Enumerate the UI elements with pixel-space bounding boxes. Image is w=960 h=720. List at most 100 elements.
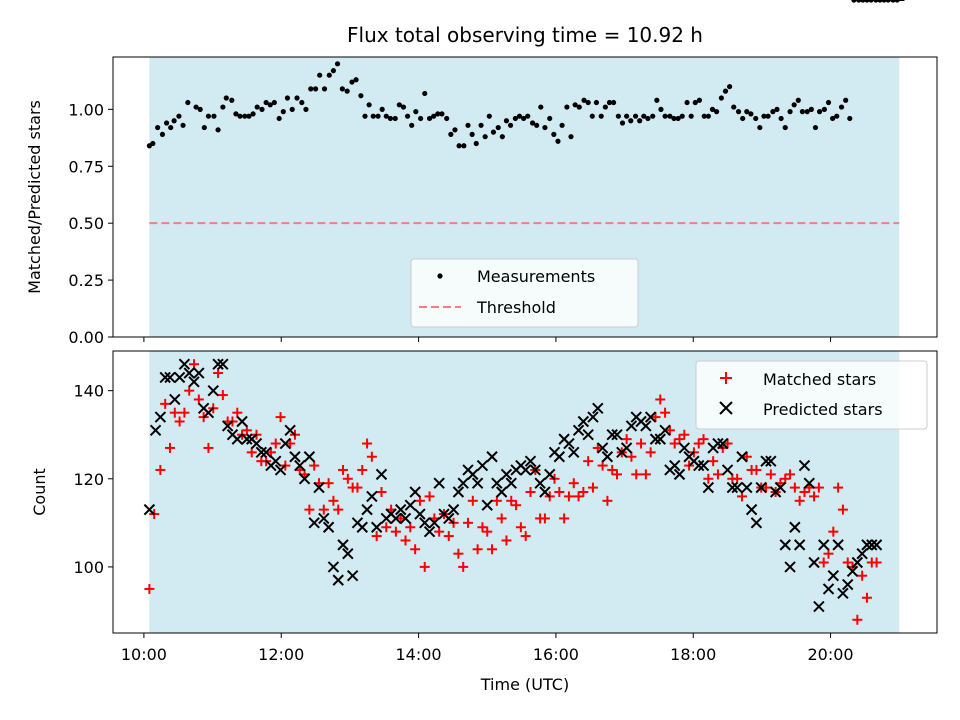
measurement-point <box>250 111 256 117</box>
measurement-point <box>615 113 621 119</box>
measurement-point <box>205 113 212 119</box>
measurement-point <box>211 113 217 119</box>
measurement-point <box>585 99 591 106</box>
predicted-star-point <box>390 512 402 525</box>
matched-star-point <box>563 491 574 502</box>
matched-star-point <box>189 359 200 370</box>
measurement-point <box>542 124 548 131</box>
matched-star-point <box>342 473 353 484</box>
matched-star-point <box>789 482 800 493</box>
measurement-point <box>753 115 759 122</box>
top-legend[interactable]: Measurements Threshold <box>410 258 639 328</box>
predicted-star-point <box>832 539 844 551</box>
matched-star-point <box>741 451 752 462</box>
matched-star-point <box>318 504 329 515</box>
top-y-ticks: 0.00 0.25 0.50 0.75 1.00 <box>68 100 113 347</box>
predicted-star-point <box>524 455 537 467</box>
predicted-star-point <box>452 486 465 498</box>
matched-star-point <box>607 464 618 475</box>
measurement-point <box>770 109 776 115</box>
measurement-point <box>242 113 248 119</box>
matched-star-point <box>554 487 565 497</box>
measurement-point <box>168 124 174 131</box>
measurement-point <box>486 113 492 119</box>
measurement-point <box>628 118 634 124</box>
matched-star-point <box>799 487 810 497</box>
matched-star-point <box>203 442 214 453</box>
measurement-point <box>641 113 647 119</box>
matched-star-point <box>736 491 747 502</box>
predicted-star-point <box>375 468 388 481</box>
matched-star-point <box>232 407 243 418</box>
measurement-point <box>259 106 265 112</box>
predicted-star-point <box>193 367 205 379</box>
matched-star-point <box>487 544 498 555</box>
matched-star-point <box>467 495 478 506</box>
matched-star-point <box>511 500 522 511</box>
matched-star-point <box>732 473 743 484</box>
predicted-star-point <box>693 459 705 472</box>
measurement-point <box>171 118 177 124</box>
top-y-tick-label: 0.75 <box>68 157 104 176</box>
matched-star-point <box>443 531 454 542</box>
matched-star-point <box>785 469 796 480</box>
predicted-star-point <box>308 517 320 529</box>
measurement-point <box>267 102 273 108</box>
predicted-star-point <box>294 459 306 472</box>
matched-star-point <box>241 425 252 436</box>
matched-star-point <box>818 557 829 568</box>
measurement-point <box>658 106 664 112</box>
measurement-point <box>413 109 419 115</box>
matched-star-point <box>501 535 512 546</box>
bottom-legend[interactable]: Matched stars Predicted stars <box>695 360 928 430</box>
predicted-star-point <box>721 464 734 476</box>
measurement-point <box>632 113 639 119</box>
matched-star-point <box>539 513 550 524</box>
predicted-star-point <box>606 429 618 441</box>
matched-star-point <box>400 535 411 546</box>
measurement-point <box>396 102 402 108</box>
matched-star-point <box>650 412 661 423</box>
predicted-star-point <box>342 547 354 560</box>
predicted-star-point <box>169 393 181 406</box>
predicted-star-point <box>241 433 253 445</box>
predicted-star-point <box>476 459 489 472</box>
matched-star-point <box>381 522 392 533</box>
predicted-star-point <box>572 424 585 437</box>
predicted-star-point <box>409 486 421 498</box>
measurement-point <box>426 115 433 122</box>
measurement-point <box>155 124 161 131</box>
measurement-point <box>366 102 372 108</box>
measurement-point <box>478 122 484 128</box>
measurement-point <box>843 97 849 103</box>
matched-star-point <box>265 447 276 458</box>
matched-star-point <box>578 487 589 497</box>
bottom-y-tick-label: 120 <box>73 470 104 489</box>
measurement-point <box>868 0 874 3</box>
predicted-star-point <box>592 402 604 414</box>
predicted-star-point <box>529 464 542 476</box>
matched-star-point <box>155 464 166 475</box>
matched-star-point <box>693 438 704 449</box>
bottom-y-tick-label: 140 <box>73 382 104 401</box>
predicted-star-point <box>611 429 623 441</box>
predicted-star-point <box>582 429 594 441</box>
legend-predicted-marker <box>719 401 733 415</box>
matched-star-point <box>424 491 435 502</box>
measurement-point <box>215 127 221 133</box>
predicted-star-point <box>736 451 748 463</box>
predicted-star-point <box>697 459 710 472</box>
predicted-star-point <box>817 539 830 551</box>
matched-star-point <box>285 438 296 449</box>
predicted-star-point <box>827 570 840 582</box>
predicted-star-point <box>356 521 368 533</box>
measurement-point <box>731 104 737 110</box>
measurement-point <box>233 111 239 117</box>
predicted-star-point <box>274 464 287 476</box>
matched-star-point <box>813 482 824 493</box>
measurement-point <box>735 109 742 115</box>
predicted-star-point <box>173 371 186 384</box>
matched-star-point <box>270 438 281 449</box>
measurement-point <box>851 0 857 3</box>
